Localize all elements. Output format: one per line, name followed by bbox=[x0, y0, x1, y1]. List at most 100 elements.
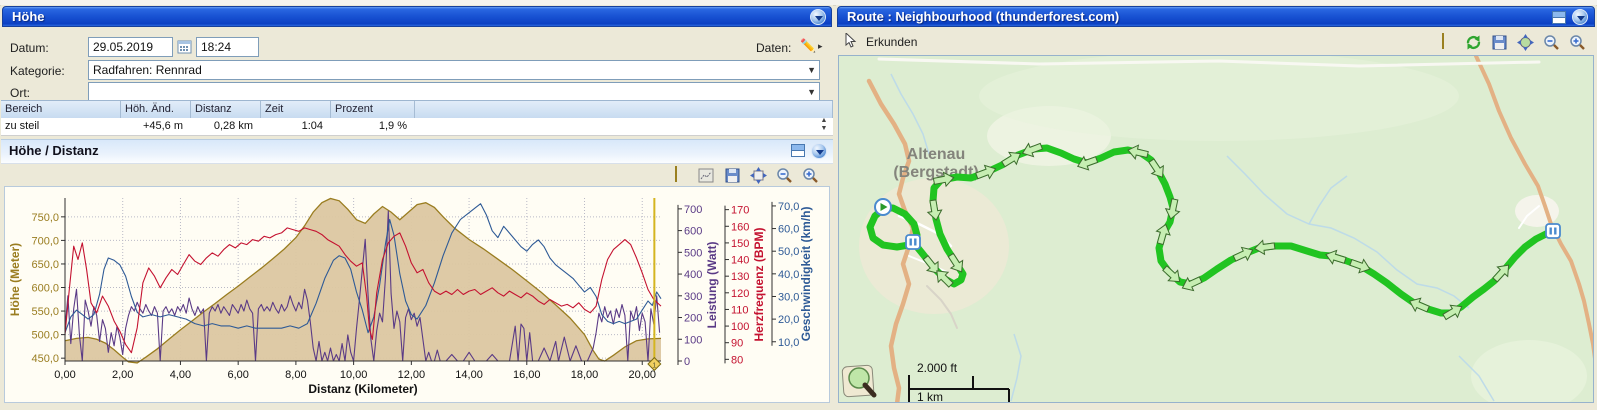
chevron-down-icon[interactable]: ▼ bbox=[807, 65, 816, 75]
route-map[interactable]: Altenau (Bergstadt) 2.000 ft 1 km bbox=[838, 51, 1597, 410]
direction-arrow-icon bbox=[1349, 258, 1371, 274]
map-provider-icon[interactable] bbox=[1517, 33, 1534, 51]
series-Herzfrequenz bbox=[64, 227, 662, 354]
map-road bbox=[877, 57, 1541, 68]
refresh-icon[interactable] bbox=[1465, 34, 1482, 51]
svg-text:Herzfrequenz (BPM): Herzfrequenz (BPM) bbox=[752, 227, 766, 341]
elevation-area bbox=[65, 198, 661, 363]
explore-mode-label[interactable]: Erkunden bbox=[866, 35, 918, 49]
direction-arrow-icon bbox=[1162, 265, 1181, 283]
kategorie-combobox[interactable]: Radfahren: Rennrad ▼ bbox=[88, 60, 820, 80]
pencil-icon[interactable]: ✏️ bbox=[800, 38, 817, 53]
map-canvas: Altenau(Bergstadt)2.000 ft1 km bbox=[839, 51, 1597, 410]
chart-canvas: 450,0 500,0 550,0 600,0 650,0 700,0 750,0 Höhe … bbox=[8, 197, 813, 396]
svg-text:10,00: 10,00 bbox=[340, 369, 368, 381]
svg-text:200: 200 bbox=[684, 313, 702, 325]
svg-text:40,0: 40,0 bbox=[778, 269, 799, 281]
ort-combobox[interactable]: ▼ bbox=[88, 82, 820, 102]
table-cell[interactable]: +45,6 m bbox=[142, 120, 183, 132]
svg-text:70,0: 70,0 bbox=[778, 201, 799, 213]
direction-arrow-icon bbox=[922, 254, 939, 274]
zoom-out-icon[interactable] bbox=[1543, 34, 1560, 51]
osm-logo-icon[interactable] bbox=[841, 364, 877, 398]
svg-text:1 km: 1 km bbox=[917, 390, 943, 402]
table-header-cell[interactable]: Zeit bbox=[261, 101, 331, 119]
svg-text:600,0: 600,0 bbox=[31, 283, 59, 295]
direction-arrow-icon bbox=[936, 270, 954, 288]
svg-text:12,00: 12,00 bbox=[398, 369, 426, 381]
svg-text:Geschwindigkeit (km/h): Geschwindigkeit (km/h) bbox=[799, 206, 813, 341]
date-field[interactable]: 29.05.2019 bbox=[88, 37, 173, 57]
elevation-chart[interactable]: 450,0 500,0 550,0 600,0 650,0 700,0 750,0 Höhe … bbox=[4, 186, 830, 403]
svg-text:150: 150 bbox=[731, 238, 749, 250]
diamond-icon[interactable] bbox=[672, 165, 689, 184]
svg-text:550,0: 550,0 bbox=[31, 306, 59, 318]
svg-text:450,0: 450,0 bbox=[31, 353, 59, 365]
collapse-panel-button[interactable] bbox=[810, 9, 826, 25]
table-cell[interactable]: 1,9 % bbox=[378, 120, 407, 132]
svg-text:Leistung (Watt): Leistung (Watt) bbox=[705, 241, 719, 328]
table-cell[interactable]: 0,28 km bbox=[213, 120, 253, 132]
layout-icon[interactable] bbox=[1552, 11, 1566, 24]
svg-text:20,00: 20,00 bbox=[628, 369, 656, 381]
table-cell[interactable]: zu steil bbox=[5, 120, 40, 132]
pause-marker[interactable] bbox=[905, 234, 921, 250]
map-mode-toolbar: Erkunden bbox=[844, 30, 917, 54]
table-header-cell[interactable]: Bereich bbox=[1, 101, 121, 119]
direction-arrow-icon bbox=[932, 171, 955, 188]
diamond-icon[interactable] bbox=[1439, 32, 1456, 51]
collapse-panel-button[interactable] bbox=[1572, 9, 1588, 25]
zoom-in-icon[interactable] bbox=[802, 167, 819, 184]
layout-icon[interactable] bbox=[791, 144, 805, 157]
chart-settings-icon[interactable] bbox=[698, 167, 715, 184]
svg-text:1: 1 bbox=[652, 363, 656, 370]
fit-view-icon[interactable] bbox=[750, 166, 767, 184]
table-header-cell[interactable]: Höh. Änd. bbox=[121, 101, 191, 119]
ort-label: Ort: bbox=[10, 86, 30, 100]
table-header-cell[interactable]: Distanz bbox=[191, 101, 261, 119]
direction-arrow-icon bbox=[1155, 223, 1171, 246]
svg-text:8,00: 8,00 bbox=[285, 369, 306, 381]
zoom-out-icon[interactable] bbox=[776, 167, 793, 184]
svg-text:16,00: 16,00 bbox=[513, 369, 541, 381]
series-Geschwindigkeit bbox=[64, 203, 662, 334]
kategorie-label: Kategorie: bbox=[10, 64, 65, 78]
svg-text:500,0: 500,0 bbox=[31, 330, 59, 342]
direction-arrow-icon bbox=[1164, 198, 1181, 220]
svg-text:300: 300 bbox=[684, 291, 702, 303]
chevron-down-icon[interactable]: ▼ bbox=[807, 87, 816, 97]
table-header-cell[interactable]: Prozent bbox=[331, 101, 415, 119]
series-Leistung bbox=[64, 210, 661, 362]
save-icon[interactable] bbox=[1491, 34, 1508, 51]
svg-text:20,0: 20,0 bbox=[778, 314, 799, 326]
svg-text:700: 700 bbox=[684, 204, 702, 216]
expand-arrow-icon[interactable]: ▸ bbox=[818, 41, 823, 51]
direction-arrow-icon bbox=[1148, 158, 1164, 178]
calendar-icon[interactable] bbox=[176, 38, 193, 56]
direction-arrow-icon bbox=[926, 199, 943, 221]
table-scroll-stepper[interactable]: ▲ ▼ bbox=[820, 117, 828, 132]
svg-text:90: 90 bbox=[731, 338, 743, 350]
start-marker[interactable] bbox=[874, 198, 892, 216]
svg-text:50,0: 50,0 bbox=[778, 246, 799, 258]
zoom-in-icon[interactable] bbox=[1569, 34, 1586, 51]
direction-arrow-icon bbox=[1492, 264, 1510, 283]
collapse-section-button[interactable] bbox=[811, 143, 827, 159]
svg-text:80: 80 bbox=[731, 354, 743, 366]
cursor-icon bbox=[844, 31, 857, 52]
svg-text:14,00: 14,00 bbox=[455, 369, 483, 381]
time-field[interactable]: 18:24 bbox=[196, 37, 259, 57]
direction-arrow-icon bbox=[1325, 249, 1347, 265]
table-cell[interactable]: 1:04 bbox=[301, 120, 323, 132]
svg-text:30,0: 30,0 bbox=[778, 291, 799, 303]
svg-text:140: 140 bbox=[731, 255, 749, 267]
direction-arrow-icon bbox=[1232, 246, 1254, 262]
svg-text:100: 100 bbox=[731, 321, 749, 333]
save-icon[interactable] bbox=[724, 167, 741, 184]
elevation-panel-titlebar: Höhe bbox=[2, 6, 832, 27]
datum-label: Datum: bbox=[10, 41, 49, 55]
pause-marker[interactable] bbox=[1545, 223, 1561, 239]
segments-table-row[interactable]: zu steil +45,6 m 0,28 km 1:04 1,9 % bbox=[1, 118, 833, 136]
svg-text:500: 500 bbox=[684, 247, 702, 259]
svg-text:400: 400 bbox=[684, 269, 702, 281]
